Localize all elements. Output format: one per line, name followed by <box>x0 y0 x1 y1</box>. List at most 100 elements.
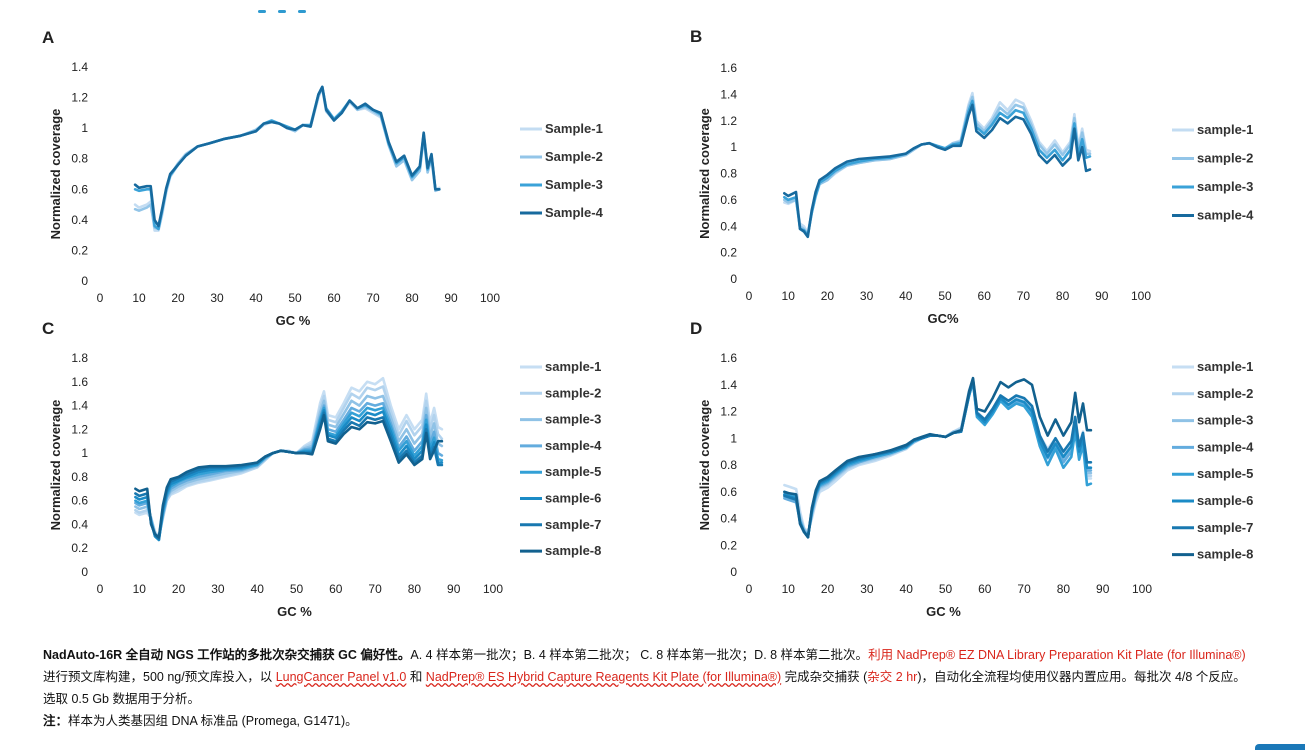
y-tick-label: 1.4 <box>71 60 88 74</box>
y-axis-title: Normalized coverage <box>697 108 712 239</box>
y-tick-label: 1.2 <box>720 405 737 419</box>
legend-label: Sample-4 <box>545 205 604 220</box>
x-tick-label: 30 <box>210 291 224 305</box>
caption-text: 完成杂交捕获 ( <box>781 670 868 684</box>
legend-label: sample-5 <box>1197 466 1253 481</box>
y-tick-label: 0.2 <box>720 538 737 552</box>
legend-label: sample-6 <box>1197 493 1253 508</box>
y-tick-label: 1 <box>730 431 737 445</box>
legend-label: sample-4 <box>1197 439 1254 454</box>
chart-panel-d: D 0 0.2 0.4 0.6 0.8 1 1.2 1.4 1.6 0 10 20 30 40 50 60 70 8… <box>690 319 1254 619</box>
caption-note-text: 样本为人类基因组 DNA 标准品 (Promega, G1471)。 <box>68 714 358 728</box>
legend-label: sample-1 <box>1197 122 1253 137</box>
legend-label: sample-7 <box>545 517 601 532</box>
legend-label: sample-5 <box>545 464 601 479</box>
corner-decoration <box>1255 744 1305 750</box>
x-tick-label: 0 <box>746 582 753 596</box>
x-tick-label: 10 <box>782 289 796 303</box>
y-tick-label: 0.4 <box>720 219 737 233</box>
x-tick-label: 80 <box>1056 289 1070 303</box>
x-tick-label: 80 <box>1057 582 1071 596</box>
caption-panel-name: LungCancer Panel v1.0 <box>275 670 407 684</box>
series-line-sample-3 <box>782 99 1092 237</box>
x-tick-label: 20 <box>172 582 186 596</box>
x-tick-label: 0 <box>97 291 104 305</box>
x-tick-label: 20 <box>171 291 185 305</box>
y-tick-label: 0 <box>81 565 88 579</box>
x-tick-label: 90 <box>1095 289 1109 303</box>
legend-label: sample-6 <box>545 491 601 506</box>
y-axis-title: Normalized coverage <box>48 109 63 240</box>
x-tick-label: 50 <box>288 291 302 305</box>
y-tick-label: 1.6 <box>720 351 737 365</box>
x-tick-label: 10 <box>782 582 796 596</box>
y-tick-label: 0.6 <box>71 182 88 196</box>
legend-label: Sample-1 <box>545 121 603 136</box>
legend-label: sample-8 <box>545 543 601 558</box>
legend-label: sample-4 <box>545 438 602 453</box>
x-axis-title: GC % <box>926 604 961 619</box>
panel-letter: B <box>690 27 702 46</box>
y-tick-label: 1.6 <box>71 375 88 389</box>
caption-note: 注：样本为人类基因组 DNA 标准品 (Promega, G1471)。 <box>43 710 1293 732</box>
y-tick-label: 0.2 <box>71 541 88 555</box>
x-tick-label: 50 <box>938 289 952 303</box>
x-tick-label: 60 <box>978 289 992 303</box>
y-tick-label: 1.4 <box>720 87 737 101</box>
y-tick-label: 0 <box>81 274 88 288</box>
y-tick-label: 1.2 <box>71 91 88 105</box>
series-line-sample-4 <box>782 103 1092 239</box>
legend-label: sample-2 <box>545 385 601 400</box>
x-tick-label: 30 <box>211 582 225 596</box>
x-tick-label: 30 <box>860 582 874 596</box>
x-tick-label: 60 <box>327 291 341 305</box>
x-tick-label: 70 <box>1017 289 1031 303</box>
x-tick-label: 40 <box>249 291 263 305</box>
x-tick-label: 20 <box>821 582 835 596</box>
x-tick-label: 10 <box>133 582 147 596</box>
x-tick-label: 100 <box>480 291 500 305</box>
caption-line-1: NadAuto-16R 全自动 NGS 工作站的多批次杂交捕获 GC 偏好性。A… <box>43 644 1293 666</box>
y-tick-label: 0 <box>730 272 737 286</box>
x-tick-label: 60 <box>978 582 992 596</box>
x-tick-label: 40 <box>899 289 913 303</box>
legend-label: sample-8 <box>1197 547 1253 562</box>
legend-label: sample-2 <box>1197 386 1253 401</box>
caption-red-prefix: 利用 NadPrep® EZ DNA Library Preparation K… <box>868 648 1246 662</box>
x-tick-label: 20 <box>821 289 835 303</box>
y-tick-label: 1.2 <box>71 422 88 436</box>
x-tick-label: 60 <box>329 582 343 596</box>
x-tick-label: 90 <box>447 582 461 596</box>
caption-title: NadAuto-16R 全自动 NGS 工作站的多批次杂交捕获 GC 偏好性。 <box>43 648 411 662</box>
gc-bias-figure: A00.20.40.60.811.21.40 10 20 30 40 50 60 70 80 90… <box>42 27 1254 619</box>
x-tick-label: 100 <box>1131 289 1151 303</box>
x-tick-label: 50 <box>939 582 953 596</box>
x-tick-label: 40 <box>251 582 265 596</box>
y-tick-label: 0.6 <box>720 193 737 207</box>
legend-label: sample-1 <box>545 359 601 374</box>
y-tick-label: 0.4 <box>71 213 88 227</box>
chart-panel-b: B 0 0.2 0.4 0.6 0.8 1 1.2 1.4 1.6 0 10 20 30 40 50 60 70 8… <box>690 27 1254 326</box>
chart-panel-a: A 0 0.2 0.4 0.6 0.8 1 1.2 1.4 0 10 20 30 40 50 60 70 80 90… <box>42 28 604 328</box>
y-tick-label: 1.6 <box>720 61 737 75</box>
x-tick-label: 30 <box>860 289 874 303</box>
caption-hyb-time: 杂交 2 hr <box>867 670 918 684</box>
series-line-sample-4 <box>133 85 441 228</box>
y-tick-label: 0.2 <box>71 243 88 257</box>
chart-panel-c: C 0 0.2 0.4 0.6 0.8 1 1.2 1.4 1.6 1.8 0 10 20 30 40 50 60… <box>42 319 602 619</box>
y-tick-label: 0.8 <box>71 470 88 484</box>
series-line-sample-5 <box>783 380 1093 538</box>
y-tick-label: 0.8 <box>71 152 88 166</box>
y-tick-label: 0.4 <box>720 512 737 526</box>
y-tick-label: 1.4 <box>71 399 88 413</box>
x-tick-label: 0 <box>746 289 753 303</box>
x-tick-label: 50 <box>290 582 304 596</box>
figure-caption: NadAuto-16R 全自动 NGS 工作站的多批次杂交捕获 GC 偏好性。A… <box>43 644 1293 732</box>
y-axis-title: Normalized coverage <box>697 400 712 531</box>
caption-panels: A. 4 样本第一批次；B. 4 样本第二批次； C. 8 样本第一批次；D. … <box>410 648 869 662</box>
y-tick-label: 0.8 <box>720 458 737 472</box>
y-tick-label: 1 <box>81 446 88 460</box>
legend-label: sample-7 <box>1197 520 1253 535</box>
series-line-sample-2 <box>134 385 444 538</box>
x-tick-label: 90 <box>444 291 458 305</box>
